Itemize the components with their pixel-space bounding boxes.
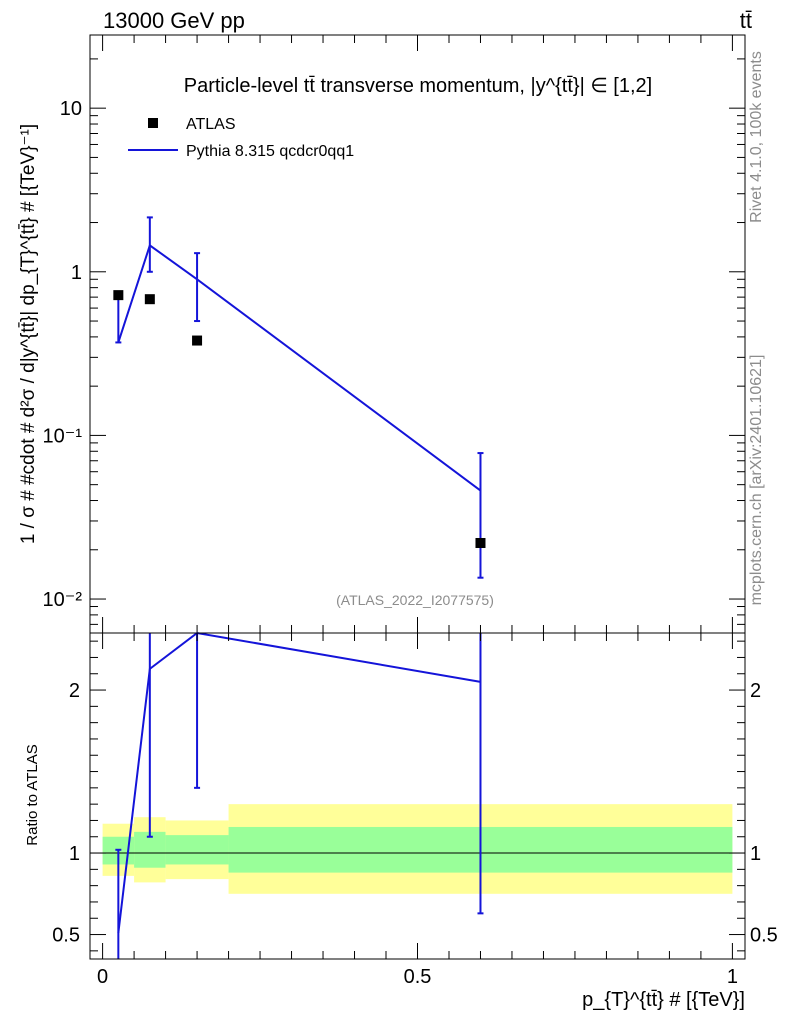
ratio-mc-line xyxy=(117,631,481,934)
atlas-data-point xyxy=(113,290,124,301)
ratio-y-ticks: 0.5 0.5 1 1 2 2 xyxy=(52,640,778,952)
mc-line xyxy=(117,243,482,492)
ratio-y-tick-label: 2 xyxy=(69,680,80,702)
main-mc-series xyxy=(115,216,484,579)
header-energy: 13000 GeV pp xyxy=(103,8,245,33)
legend: ATLAS Pythia 8.315 qcdcr0qq1 xyxy=(128,116,354,160)
ratio-frame xyxy=(89,632,746,960)
watermark: (ATLAS_2022_I2077575) xyxy=(336,592,494,608)
rivet-version: Rivet 4.1.0, 100k events xyxy=(748,51,765,223)
main-data-series xyxy=(113,290,486,549)
ratio-y-tick-label: 0.5 xyxy=(52,925,80,947)
mcplots-credit: mcplots.cern.ch [arXiv:2401.10621] xyxy=(748,355,765,606)
ratio-bands xyxy=(102,804,733,894)
y-axis-label-main: 1 / σ # #cdot # d²σ / d|y^{tt̄}| dp_{T}^… xyxy=(18,124,39,544)
header-process: tt̄ xyxy=(740,8,752,33)
main-y-tick-label: 10 xyxy=(60,98,82,120)
legend-label-atlas: ATLAS xyxy=(186,116,236,133)
ratio-y-tick-label: 1 xyxy=(69,843,80,865)
ratio-panel: 0.5 0.51 12 2 0 0.5 1 Ratio to ATLAS p_{T}^{t… xyxy=(24,631,778,1011)
x-tick-label: 0.5 xyxy=(404,966,432,988)
legend-label-pythia: Pythia 8.315 qcdcr0qq1 xyxy=(186,143,354,160)
ratio-x-ticks: 0 0.5 1 xyxy=(97,633,738,988)
main-y-tick-label: 10⁻¹ xyxy=(43,425,83,447)
x-tick-label: 1 xyxy=(727,966,738,988)
legend-marker-atlas xyxy=(148,118,158,128)
main-y-tick-label: 1 xyxy=(71,262,82,284)
atlas-data-point xyxy=(475,538,486,549)
main-x-ticks xyxy=(102,35,733,633)
x-axis-label: p_{T}^{tt̄} # [{TeV}] xyxy=(582,989,745,1011)
ratio-y-tick-label-right: 0.5 xyxy=(750,925,778,947)
main-y-tick-label: 10⁻² xyxy=(43,589,83,611)
main-y-ticks: 10⁻² 10⁻¹ 1 10 xyxy=(43,58,745,625)
ratio-band-inner xyxy=(165,835,229,865)
ratio-y-tick-label-right: 2 xyxy=(750,680,761,702)
atlas-data-point xyxy=(192,335,203,346)
main-panel: 10⁻² 10⁻¹ 1 10 Particle-level tt̄ transvers… xyxy=(18,34,746,634)
chart-title: Particle-level tt̄ transverse momentum, … xyxy=(184,75,652,97)
ratio-band-inner xyxy=(134,831,166,868)
y-axis-label-ratio: Ratio to ATLAS xyxy=(24,744,41,845)
ratio-mc-series xyxy=(115,631,484,959)
x-tick-label: 0 xyxy=(97,966,108,988)
ratio-y-tick-label-right: 1 xyxy=(750,843,761,865)
atlas-data-point xyxy=(144,294,155,305)
